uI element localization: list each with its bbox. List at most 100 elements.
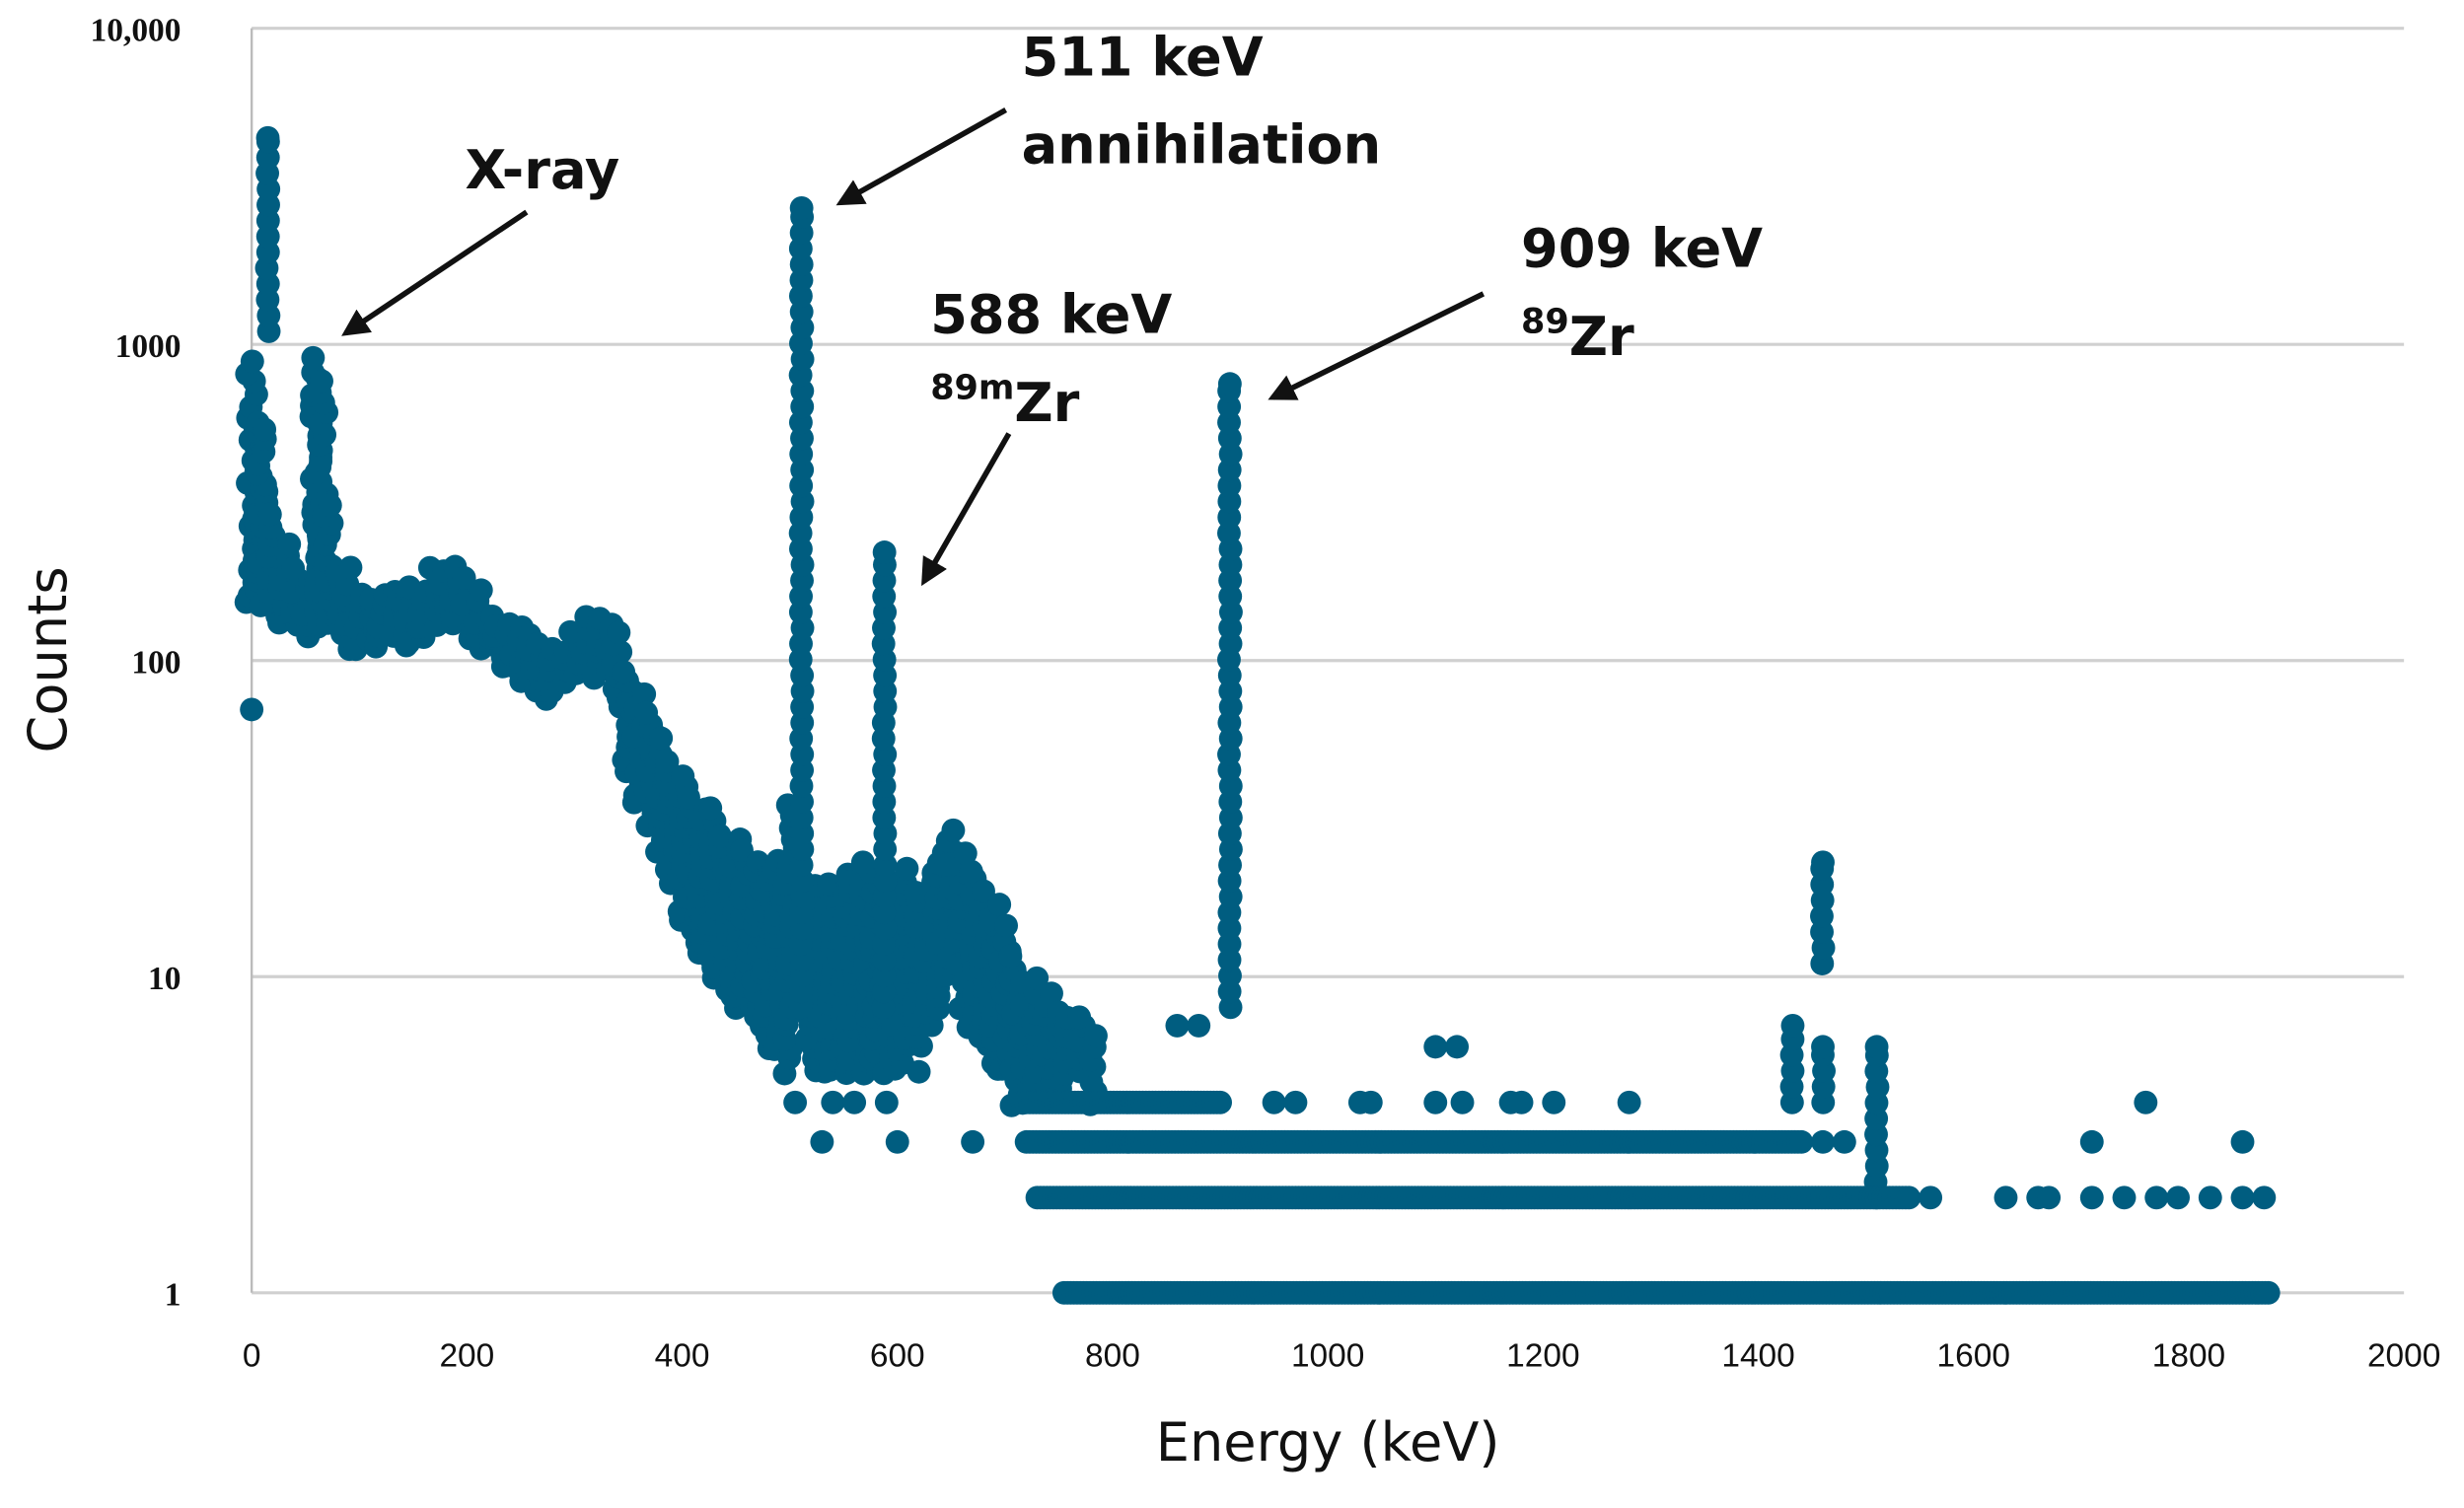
continuum-point (607, 620, 631, 645)
continuum-point (612, 660, 636, 684)
continuum-point (677, 785, 700, 810)
y-tick-label: 10 (148, 961, 181, 997)
y-axis-title: Counts (17, 566, 79, 753)
arrow-zr89 (1268, 291, 1486, 400)
data-point (2230, 1129, 2255, 1154)
x-tick-label: 0 (243, 1338, 261, 1375)
data-point (850, 850, 875, 875)
continuum-point (257, 502, 282, 527)
annotation-xray: X-ray (341, 139, 619, 336)
continuum-point (1025, 966, 1050, 990)
continuum-point (632, 682, 657, 706)
data-point (1283, 1090, 1308, 1114)
continuum-point (558, 619, 583, 644)
continuum-point (318, 493, 342, 518)
annotation-xray-label: X-ray (465, 139, 619, 201)
continuum-point (698, 796, 723, 821)
annotation-annihilation-label: annihilation (1022, 114, 1382, 177)
annotation-588-label: 588 keV (930, 284, 1172, 346)
continuum-point (941, 818, 966, 842)
y-tick-label: 1000 (115, 328, 181, 365)
count-band-point (1208, 1090, 1232, 1114)
x-tick-label: 1600 (1937, 1338, 2010, 1375)
continuum-point (972, 879, 995, 903)
data-point (2112, 1185, 2137, 1210)
annotation-zr89m: 588 keV 89mZr (921, 284, 1172, 587)
continuum-point (953, 841, 978, 866)
data-point (2037, 1185, 2062, 1210)
annotation-zr89: 909 keV 89Zr (1268, 218, 1763, 400)
annotation-annihilation: 511 keV annihilation (835, 26, 1382, 206)
arrow-xray (341, 209, 529, 336)
continuum-point (301, 345, 326, 370)
data-point (1832, 1129, 1856, 1154)
continuum-point (1067, 1005, 1092, 1030)
data-point (2252, 1185, 2277, 1210)
continuum-point (707, 824, 732, 848)
continuum-point (277, 532, 302, 556)
x-tick-labels: 0 200 400 600 800 1000 1200 1400 1600 1800 2000 (243, 1338, 2441, 1375)
continuum-point (1040, 981, 1063, 1006)
continuum-point (1084, 1024, 1108, 1048)
continuum-point (987, 893, 1012, 917)
x-tick-label: 800 (1085, 1338, 1140, 1375)
data-point (2230, 1185, 2255, 1210)
data-point (240, 697, 264, 722)
continuum-point (998, 944, 1023, 969)
arrow-zr89m (921, 432, 1012, 587)
data-point (783, 1090, 808, 1114)
data-point (810, 1129, 834, 1154)
data-point (1993, 1185, 2018, 1210)
data-point (961, 1129, 985, 1154)
annotation-zr89-isotope: 89Zr (1521, 302, 1634, 368)
data-point (1811, 1129, 1835, 1154)
annotation-zr89m-isotope: 89mZr (930, 368, 1079, 434)
x-tick-label: 2000 (2367, 1338, 2440, 1375)
x-tick-label: 1800 (2152, 1338, 2225, 1375)
data-point (1445, 1035, 1470, 1059)
data-point (821, 1090, 845, 1114)
data-point (1423, 1090, 1448, 1114)
peak-point (872, 540, 897, 564)
data-point (1617, 1090, 1641, 1114)
continuum-point (634, 700, 659, 725)
data-point (2198, 1185, 2222, 1210)
data-point (1423, 1035, 1448, 1059)
continuum-point (240, 349, 264, 374)
data-point (1165, 1013, 1190, 1038)
count-band-point (1897, 1185, 1921, 1210)
y-tick-label: 10,000 (91, 12, 181, 48)
peak-point (255, 125, 280, 150)
continuum-point (655, 750, 680, 774)
data-points (234, 125, 2281, 1305)
data-point (1358, 1090, 1383, 1114)
continuum-point (469, 578, 493, 603)
data-point (885, 1129, 909, 1154)
peak-point (789, 195, 814, 220)
data-point (842, 1090, 867, 1114)
y-tick-labels: 10,000 1000 100 10 1 (91, 12, 181, 1313)
continuum-point (310, 369, 333, 394)
continuum-point (730, 838, 754, 863)
peak-point (1780, 1013, 1805, 1038)
arrow-annihilation (835, 108, 1008, 206)
count-band-point (2256, 1280, 2281, 1305)
data-point (1450, 1090, 1475, 1114)
peak-point (1864, 1035, 1889, 1059)
data-point (1542, 1090, 1566, 1114)
x-tick-label: 1200 (1506, 1338, 1579, 1375)
continuum-point (649, 726, 674, 751)
x-tick-label: 1400 (1721, 1338, 1794, 1375)
data-point (1919, 1185, 1943, 1210)
data-point (2166, 1185, 2190, 1210)
annotation-909-label: 909 keV (1521, 218, 1763, 280)
peak-point (1811, 1035, 1835, 1059)
x-tick-label: 400 (655, 1338, 710, 1375)
peak-point (1811, 850, 1835, 875)
data-point (1509, 1090, 1534, 1114)
continuum-point (994, 913, 1019, 938)
y-tick-label: 1 (165, 1277, 181, 1314)
continuum-point (253, 417, 277, 442)
data-point (1187, 1013, 1211, 1038)
